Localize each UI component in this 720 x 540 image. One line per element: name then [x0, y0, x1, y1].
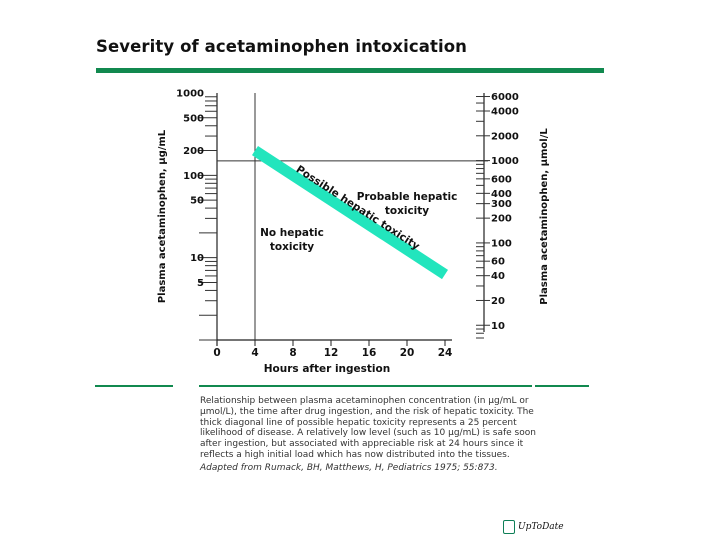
logo-text: UpToDate — [518, 522, 564, 532]
y-right-tick-label: 4000 — [491, 107, 519, 118]
divider-right — [535, 385, 589, 387]
probable-toxicity-label-2: toxicity — [385, 205, 429, 217]
y-right-tick-label: 600 — [491, 174, 512, 185]
x-tick-label: 20 — [400, 347, 415, 359]
y-left-tick-label: 1000 — [176, 89, 204, 100]
title-underline — [96, 68, 604, 73]
figure-caption: Relationship between plasma acetaminophe… — [200, 396, 540, 474]
y-right-tick-label: 300 — [491, 199, 512, 210]
y-right-tick-label: 100 — [491, 238, 512, 249]
no-toxicity-label-1: No hepatic — [260, 227, 324, 239]
x-tick-label: 16 — [362, 347, 377, 359]
y-right-tick-label: 200 — [491, 214, 512, 225]
y-left-tick-label: 200 — [183, 146, 204, 157]
y-left-tick-label: 50 — [190, 196, 204, 207]
y-right-tick-label: 1000 — [491, 156, 519, 167]
y-right-tick-label: 60 — [491, 257, 505, 268]
y-left-tick-label: 5 — [197, 278, 204, 289]
caption-text: Relationship between plasma acetaminophe… — [200, 396, 536, 460]
x-tick-label: 8 — [289, 347, 296, 359]
y-left-tick-label: 500 — [183, 113, 204, 124]
x-tick-label: 24 — [438, 347, 453, 359]
uptodate-logo: UpToDate — [503, 519, 564, 535]
x-tick-label: 4 — [251, 347, 258, 359]
possible-toxicity-band — [251, 145, 449, 280]
y-axis-title-right: Plasma acetaminophen, μmol/L — [539, 128, 550, 305]
y-right-tick-label: 20 — [491, 296, 505, 307]
y-right-tick-label: 40 — [491, 271, 505, 282]
x-tick-label: 0 — [213, 347, 220, 359]
divider-left — [95, 385, 173, 387]
y-left-tick-label: 100 — [183, 171, 204, 182]
x-tick-label: 12 — [324, 347, 339, 359]
uptodate-logo-icon — [503, 520, 515, 534]
y-right-tick-label: 2000 — [491, 131, 519, 142]
y-right-tick-label: 400 — [491, 189, 512, 200]
caption-source: Adapted from Rumack, BH, Matthews, H, Pe… — [200, 462, 498, 473]
probable-toxicity-label-1: Probable hepatic — [357, 191, 458, 203]
x-axis-title: Hours after ingestion — [264, 363, 390, 375]
y-left-tick-label: 10 — [190, 253, 204, 264]
divider-middle — [199, 385, 532, 387]
y-axis-title-left: Plasma acetaminophen, μg/mL — [157, 129, 168, 303]
y-right-tick-label: 10 — [491, 321, 505, 332]
chart-title: Severity of acetaminophen intoxication — [96, 37, 468, 56]
no-toxicity-label-2: toxicity — [270, 241, 314, 253]
y-right-tick-label: 6000 — [491, 92, 519, 103]
